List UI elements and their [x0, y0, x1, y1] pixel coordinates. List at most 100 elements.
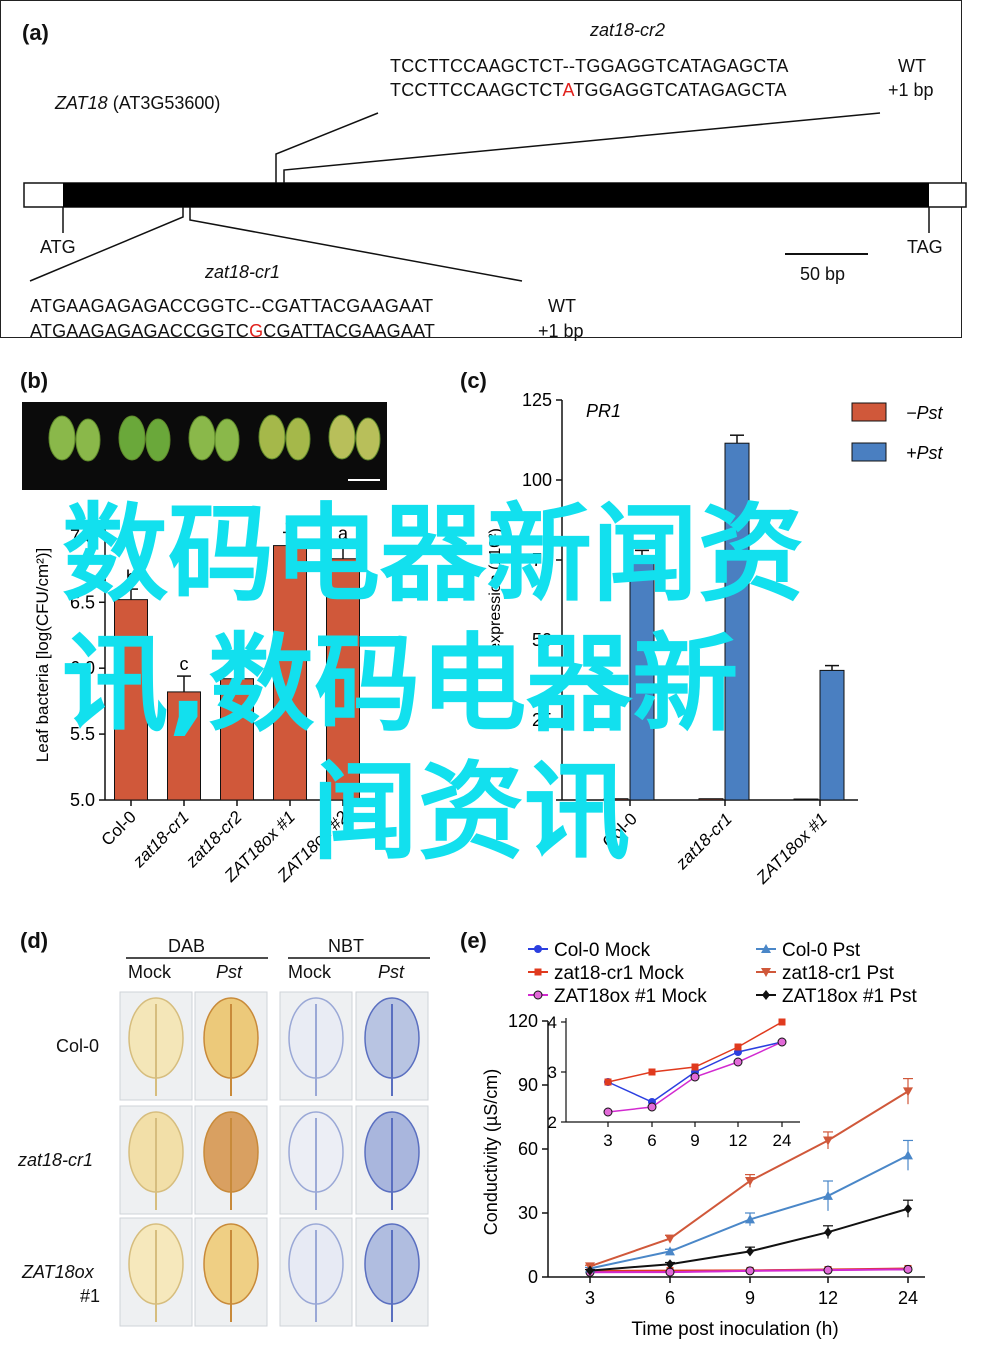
- legend-label-e-2: zat18-cr1 Mock: [554, 963, 684, 984]
- cr2-wt-tag: WT: [898, 56, 926, 76]
- bar-c-2-1: [819, 669, 845, 801]
- legend-label-e-5: ZAT18ox #1 Pst: [782, 986, 918, 1007]
- bar-b-3: [273, 545, 307, 801]
- y-tick-label-c: 125: [522, 390, 552, 410]
- x-tick-label-c-2: ZAT18ox #1: [752, 809, 831, 888]
- x-tick-label-e-1: 6: [665, 1288, 675, 1308]
- point-e-5-1: [666, 1259, 674, 1270]
- panel-a-frame: [0, 0, 962, 338]
- panel-d-label: (d): [20, 928, 49, 953]
- legend-swatch-c-1: [851, 442, 887, 462]
- cr1-mut-tag: +1 bp: [538, 321, 584, 341]
- y-tick-label-c: 50: [532, 630, 552, 650]
- point-e-2-3: [823, 1265, 833, 1275]
- legend-label-c-1: +Pst: [906, 443, 944, 463]
- leaf-4: [145, 418, 171, 462]
- inset-point-1-2: [691, 1063, 699, 1071]
- x-tick-label-e-0: 3: [585, 1288, 595, 1308]
- legend-label-e-0: Col-0 Mock: [554, 940, 651, 961]
- leaf-1: [48, 415, 76, 461]
- point-e-5-0: [586, 1265, 594, 1276]
- bar-c-1-0: [698, 798, 724, 801]
- inset-x-tick-label: 9: [690, 1131, 699, 1150]
- y-tick-label-c: 100: [522, 470, 552, 490]
- point-e-5-4: [904, 1203, 912, 1214]
- point-e-2-2: [745, 1266, 755, 1276]
- y-tick-label-c: 25: [532, 710, 552, 730]
- point-e-4-2: [745, 1177, 755, 1186]
- gene-model: [23, 112, 967, 282]
- panel-e-label: (e): [460, 928, 487, 953]
- inset-point-1-0: [604, 1078, 612, 1086]
- y-tick-label-e: 90: [518, 1075, 538, 1095]
- gene-label-c: PR1: [586, 401, 621, 421]
- legend-label-e-4: ZAT18ox #1 Mock: [554, 986, 707, 1007]
- cr2-callout-right: [283, 112, 881, 183]
- scale-label: 50 bp: [800, 264, 846, 284]
- leaf-photo-svg: [48, 414, 381, 481]
- row-zat18ox-num: #1: [80, 1286, 101, 1306]
- leaf-2: [75, 418, 101, 462]
- cr1-name: zat18-cr1: [205, 262, 281, 282]
- x-tick-label-b-1: zat18-cr1: [129, 807, 193, 871]
- cr2-mut-tag: +1 bp: [888, 80, 934, 100]
- x-tick-label-e-3: 12: [818, 1288, 838, 1308]
- point-e-5-2: [746, 1246, 754, 1257]
- leaf-3: [118, 415, 146, 461]
- inset-point-2-3: [733, 1057, 743, 1067]
- point-e-3-4: [903, 1150, 913, 1160]
- cr2-wt-seq: TCCTTCCAAGCTCT--TGGAGGTCATAGAGCTA: [390, 56, 789, 76]
- chart-c: 0 25 50 75 100 125 PR1 expression (x10²) Col-0 za…: [487, 390, 944, 888]
- gene-cds-box: [63, 183, 929, 207]
- inset-point-1-3: [734, 1043, 742, 1051]
- point-e-3-2: [745, 1214, 755, 1224]
- cr2-insertion: A: [562, 80, 574, 100]
- stop-codon: TAG: [907, 237, 943, 257]
- y-axis-title-b: Leaf bacteria [log(CFU/cm²)]: [33, 548, 52, 762]
- cr1-mut-seq: ATGAAGAGAGACCGGTCGCGATTACGAAGAAT: [30, 321, 436, 341]
- sig-letter-b-0: b: [126, 567, 136, 587]
- cr1-callout-right: [189, 207, 523, 282]
- y-tick-label-b: 5.0: [70, 790, 95, 810]
- x-tick-label-e-4: 24: [898, 1288, 918, 1308]
- inset-point-2-1: [647, 1102, 657, 1112]
- leaf-7: [258, 414, 286, 460]
- inset-point-2-0: [603, 1107, 613, 1117]
- point-e-4-1: [665, 1234, 675, 1244]
- sub-mock-nbt: Mock: [288, 962, 332, 982]
- cr1-wt-seq: ATGAAGAGAGACCGGTC--CGATTACGAAGAAT: [30, 296, 434, 316]
- start-codon: ATG: [40, 237, 76, 257]
- cr1-wt-tag: WT: [548, 296, 576, 316]
- legend-label-e-3: zat18-cr1 Pst: [782, 963, 895, 984]
- sig-letter-b-2: c: [233, 644, 242, 664]
- header-dab: DAB: [168, 936, 206, 956]
- header-nbt: NBT: [328, 936, 364, 956]
- point-e-4-3: [823, 1136, 833, 1146]
- panel-c-label: (c): [460, 368, 487, 393]
- inset-y-tick-label: 3: [548, 1063, 557, 1082]
- inset-x-tick-label: 24: [773, 1131, 792, 1150]
- bar-c-0-1: [629, 559, 655, 801]
- y-tick-label-e: 60: [518, 1139, 538, 1159]
- inset-y-tick-label: 4: [548, 1013, 557, 1032]
- leaf-9: [328, 414, 356, 460]
- legend-label-e-1: Col-0 Pst: [782, 940, 861, 961]
- legend-marker-e-1: [761, 944, 771, 953]
- y-tick-label-b: 6.0: [70, 658, 95, 678]
- legend-marker-e-5: [762, 990, 770, 1000]
- leaf-photo: [22, 402, 387, 490]
- point-e-4-4: [903, 1087, 913, 1097]
- y-axis-title-c: expression (x10²): [487, 528, 504, 652]
- panel-a-label: (a): [22, 20, 49, 45]
- leaf-6: [214, 418, 240, 462]
- sig-letter-b-4: a: [338, 524, 349, 544]
- inset-point-1-4: [778, 1018, 786, 1026]
- sub-pst-dab: Pst: [216, 962, 243, 982]
- y-axis-title-e: Conductivity (µS/cm): [481, 1069, 501, 1235]
- inset-x-tick-label: 3: [603, 1131, 612, 1150]
- point-e-3-3: [823, 1190, 833, 1200]
- leaf-10: [355, 417, 381, 461]
- cr2-mut-seq: TCCTTCCAAGCTCTATGGAGGTCATAGAGCTA: [390, 80, 787, 100]
- panel-d-headers: [126, 957, 430, 959]
- inset-point-2-2: [690, 1072, 700, 1082]
